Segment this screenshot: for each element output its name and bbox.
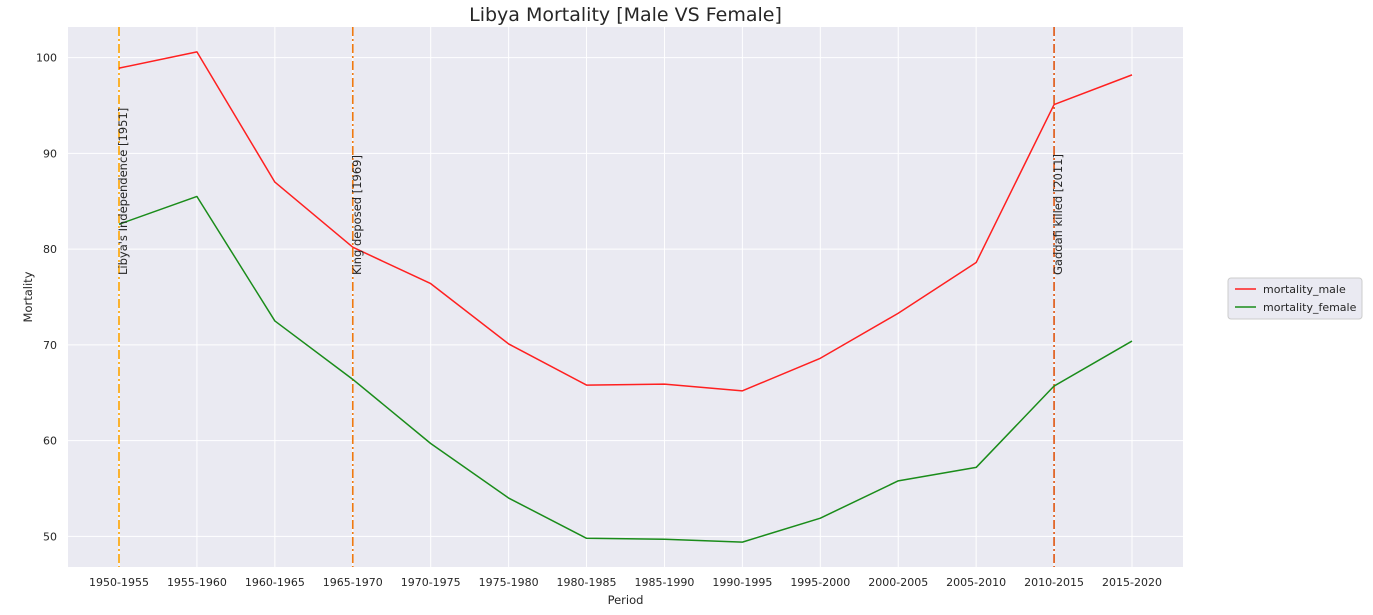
legend-label: mortality_male bbox=[1263, 283, 1346, 296]
x-tick-label: 2010-2015 bbox=[1024, 576, 1084, 589]
y-axis-label: Mortality bbox=[21, 271, 35, 322]
chart-title: Libya Mortality [Male VS Female] bbox=[469, 4, 782, 26]
grid bbox=[68, 27, 1183, 567]
y-tick-label: 80 bbox=[43, 243, 57, 256]
x-tick-label: 2005-2010 bbox=[946, 576, 1006, 589]
series-line-mortality_male bbox=[118, 51, 1133, 392]
x-tick-label: 1960-1965 bbox=[245, 576, 305, 589]
x-tick-label: 1975-1980 bbox=[479, 576, 539, 589]
y-tick-label: 60 bbox=[43, 435, 57, 448]
x-tick-label: 2000-2005 bbox=[868, 576, 928, 589]
x-tick-label: 1970-1975 bbox=[401, 576, 461, 589]
series-lines bbox=[118, 51, 1133, 543]
y-tick-label: 50 bbox=[43, 530, 57, 543]
y-tick-labels: 50 60 70 80 90 100 bbox=[36, 52, 57, 544]
x-tick-label: 1995-2000 bbox=[790, 576, 850, 589]
y-tick-label: 70 bbox=[43, 339, 57, 352]
annotation-labels: Libya's Independence [1951] King deposed … bbox=[116, 108, 1065, 275]
annotation-label: Libya's Independence [1951] bbox=[116, 108, 130, 275]
x-tick-label: 1980-1985 bbox=[557, 576, 617, 589]
annotation-label: King deposed [1969] bbox=[350, 155, 364, 275]
plot-background bbox=[68, 27, 1183, 567]
x-tick-label: 1965-1970 bbox=[323, 576, 383, 589]
y-tick-label: 90 bbox=[43, 147, 57, 160]
legend-label: mortality_female bbox=[1263, 301, 1357, 314]
series-line-mortality_female bbox=[118, 195, 1133, 543]
x-tick-label: 1985-1990 bbox=[634, 576, 694, 589]
annotation-lines bbox=[118, 27, 1055, 567]
annotation-label: Gaddafi killed [2011] bbox=[1051, 154, 1065, 275]
x-tick-label: 1955-1960 bbox=[167, 576, 227, 589]
x-tick-label: 2015-2020 bbox=[1102, 576, 1162, 589]
x-axis-label: Period bbox=[608, 593, 644, 607]
x-tick-labels: 1950-1955 1955-1960 1960-1965 1965-1970 1970… bbox=[89, 576, 1162, 589]
legend: mortality_male mortality_female bbox=[1227, 277, 1363, 320]
x-tick-label: 1990-1995 bbox=[712, 576, 772, 589]
y-tick-label: 100 bbox=[36, 52, 57, 65]
x-tick-label: 1950-1955 bbox=[89, 576, 149, 589]
legend-box bbox=[1227, 277, 1363, 320]
